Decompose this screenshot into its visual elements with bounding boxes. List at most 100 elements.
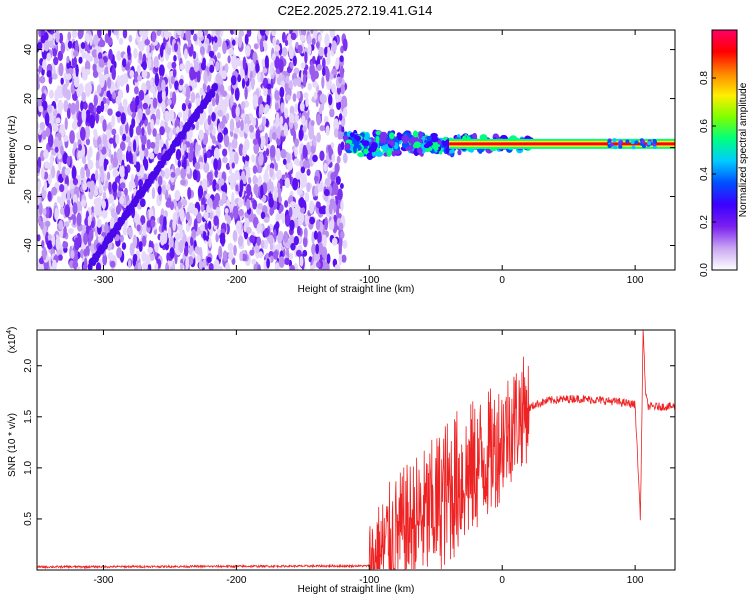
noise-speck: [37, 197, 40, 206]
y-tick-label: 0: [23, 144, 34, 150]
noise-speck: [216, 52, 221, 59]
noise-speck: [133, 86, 139, 95]
noise-speck: [119, 74, 125, 87]
noise-speck: [306, 168, 311, 176]
noise-speck: [264, 55, 269, 69]
noise-speck: [142, 223, 147, 238]
chirp-mark: [59, 8, 64, 16]
noise-speck: [221, 70, 227, 80]
noise-speck: [222, 115, 227, 124]
noise-speck: [199, 45, 205, 56]
x-tick-label: 100: [627, 575, 644, 586]
noise-speck: [177, 223, 182, 232]
noise-speck: [292, 78, 298, 86]
noise-speck: [272, 250, 279, 260]
noise-speck: [154, 242, 159, 253]
noise-speck: [120, 182, 126, 189]
noise-speck: [140, 134, 147, 145]
noise-speck: [339, 183, 344, 190]
noise-speck: [135, 125, 142, 136]
noise-speck: [338, 113, 343, 121]
noise-speck: [236, 59, 242, 67]
noise-speck: [59, 207, 65, 215]
noise-speck: [194, 245, 201, 254]
noise-speck: [331, 40, 337, 53]
noise-speck: [313, 175, 319, 182]
noise-speck: [56, 196, 61, 203]
noise-speck: [102, 96, 107, 104]
noise-speck: [215, 30, 221, 37]
noise-speck: [141, 235, 147, 247]
noise-speck: [42, 59, 47, 71]
noise-speck: [251, 258, 257, 265]
noise-speck: [202, 57, 206, 66]
noise-speck: [307, 43, 312, 56]
noise-speck: [72, 202, 78, 215]
noise-speck: [201, 178, 208, 191]
noise-speck: [38, 105, 44, 113]
tone-mark: [401, 134, 410, 143]
noise-speck: [138, 241, 143, 253]
noise-speck: [165, 200, 172, 208]
noise-speck: [63, 72, 68, 81]
noise-speck: [106, 171, 111, 181]
noise-speck: [182, 143, 187, 151]
noise-speck: [277, 232, 283, 244]
noise-speck: [209, 64, 215, 73]
noise-speck: [286, 153, 291, 164]
noise-speck: [235, 105, 240, 117]
noise-speck: [234, 87, 240, 101]
noise-speck: [159, 126, 165, 136]
noise-speck: [252, 174, 258, 185]
noise-speck: [313, 230, 318, 240]
noise-speck: [242, 143, 248, 153]
noise-speck: [192, 169, 198, 181]
noise-speck: [209, 210, 213, 220]
noise-speck: [122, 58, 127, 68]
noise-speck: [105, 179, 109, 189]
noise-speck: [108, 181, 112, 193]
noise-speck: [67, 40, 73, 49]
noise-speck: [303, 227, 308, 239]
noise-speck: [300, 175, 305, 189]
noise-speck: [219, 84, 225, 96]
noise-speck: [138, 179, 143, 187]
noise-speck: [288, 206, 293, 218]
tone-mark: [634, 140, 639, 145]
noise-speck: [95, 159, 100, 170]
chart-title: C2E2.2025.272.19.41.G14: [278, 3, 433, 18]
noise-speck: [263, 227, 270, 237]
noise-speck: [141, 127, 145, 137]
noise-speck: [222, 156, 228, 164]
noise-speck: [70, 102, 77, 115]
noise-speck: [45, 127, 51, 137]
noise-speck: [275, 169, 282, 181]
noise-speck: [174, 252, 178, 265]
noise-speck: [138, 51, 143, 61]
noise-speck: [245, 45, 251, 57]
noise-speck: [87, 159, 94, 170]
noise-speck: [179, 63, 186, 71]
noise-speck: [43, 171, 49, 180]
noise-speck: [316, 132, 321, 143]
noise-speck: [207, 220, 212, 230]
noise-speck: [279, 204, 284, 212]
noise-speck: [138, 89, 145, 101]
y-tick-label: 2.0: [23, 358, 34, 372]
noise-speck: [111, 181, 118, 193]
noise-speck: [234, 151, 239, 165]
noise-speck: [281, 31, 286, 43]
noise-speck: [176, 30, 182, 36]
noise-speck: [307, 34, 312, 46]
noise-speck: [203, 211, 209, 219]
noise-speck: [277, 182, 281, 189]
noise-speck: [266, 83, 272, 90]
noise-speck: [245, 155, 250, 162]
noise-speck: [258, 124, 263, 131]
noise-speck: [257, 264, 261, 270]
tone-mark: [386, 148, 392, 157]
tone-mark: [478, 147, 483, 154]
chirp-mark: [53, 18, 58, 26]
noise-speck: [204, 30, 209, 36]
noise-speck: [267, 181, 271, 194]
